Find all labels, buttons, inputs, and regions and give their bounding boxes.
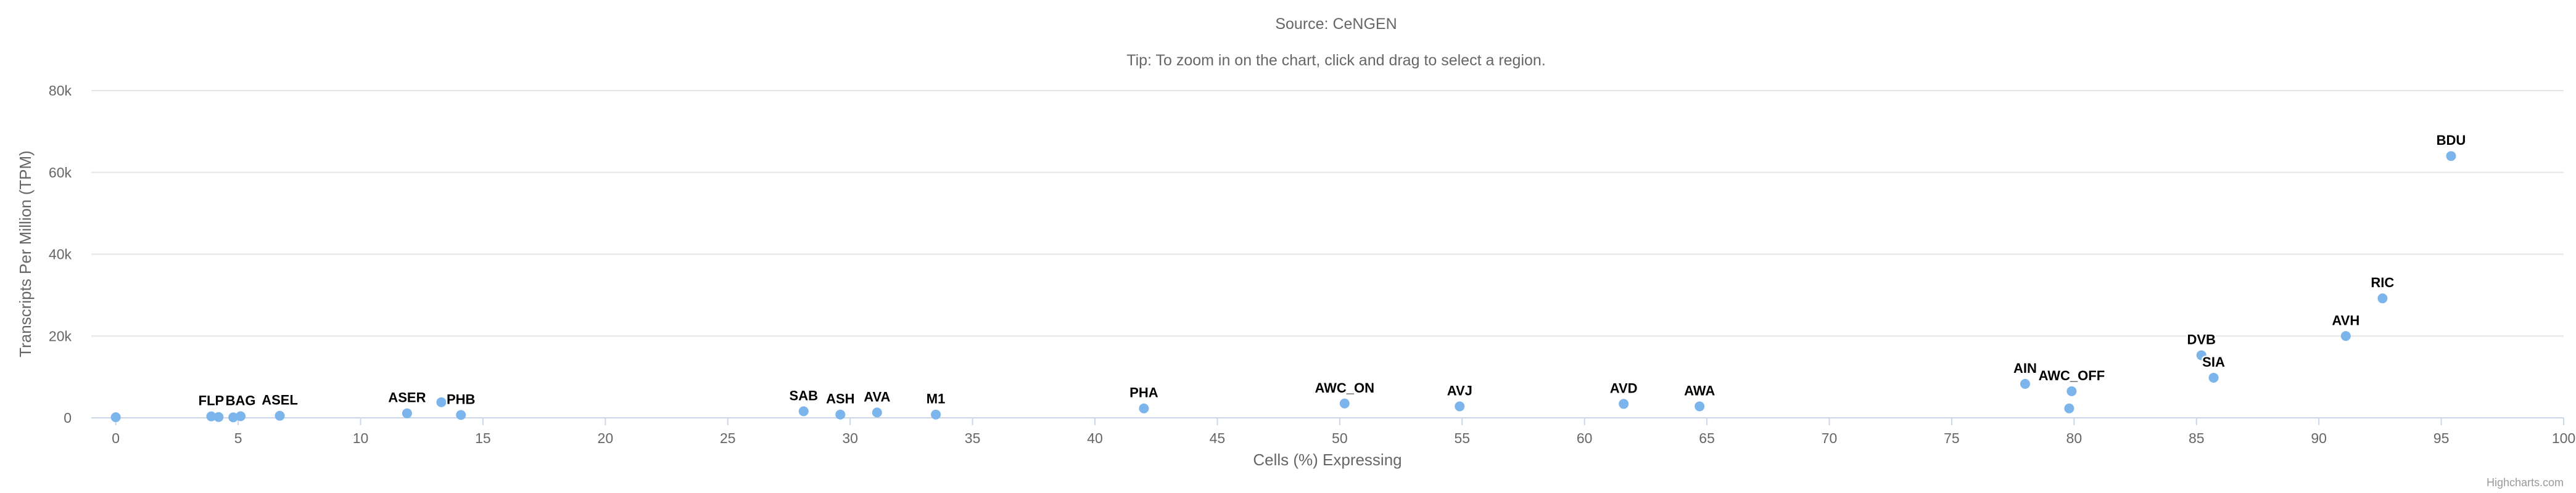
data-label: AIN bbox=[2013, 361, 2037, 376]
y-axis-ticks: 0 20k 40k 60k 80k bbox=[49, 83, 72, 426]
x-tick-label: 95 bbox=[2434, 430, 2450, 446]
data-point[interactable] bbox=[402, 408, 412, 418]
data-point[interactable] bbox=[2377, 293, 2388, 304]
data-label: AWC_ON bbox=[1315, 380, 1374, 396]
data-points[interactable] bbox=[110, 151, 2456, 423]
x-tick-label: 30 bbox=[842, 430, 858, 446]
grid-lines bbox=[91, 90, 2564, 337]
data-label: ASER bbox=[388, 390, 426, 405]
data-point[interactable] bbox=[2020, 378, 2030, 389]
x-tick-label: 80 bbox=[2066, 430, 2083, 446]
data-point[interactable] bbox=[2446, 151, 2456, 161]
x-tick-label: 0 bbox=[112, 430, 120, 446]
y-axis-title: Transcripts Per Million (TPM) bbox=[16, 150, 35, 357]
data-point[interactable] bbox=[2066, 386, 2077, 396]
chart-subtitle-tip: Tip: To zoom in on the chart, click and … bbox=[1126, 52, 1546, 69]
data-point[interactable] bbox=[1455, 401, 1465, 412]
y-tick-label: 40k bbox=[49, 246, 72, 263]
x-tick-label: 90 bbox=[2311, 430, 2327, 446]
x-tick-label: 35 bbox=[965, 430, 981, 446]
data-point[interactable] bbox=[206, 411, 217, 422]
x-tick-label: 15 bbox=[475, 430, 491, 446]
y-tick-label: 60k bbox=[49, 165, 72, 181]
y-tick-label: 20k bbox=[49, 328, 72, 344]
data-label: BAG bbox=[226, 393, 256, 408]
data-label: FLP bbox=[199, 393, 225, 409]
data-label: DVB bbox=[2187, 332, 2215, 347]
data-point[interactable] bbox=[2208, 372, 2219, 383]
data-point[interactable] bbox=[798, 406, 809, 417]
data-point[interactable] bbox=[436, 397, 447, 407]
x-tick-label: 50 bbox=[1332, 430, 1348, 446]
x-tick-label: 20 bbox=[598, 430, 614, 446]
x-tick-label: 5 bbox=[234, 430, 242, 446]
x-tick-label: 55 bbox=[1454, 430, 1470, 446]
x-tick-label: 45 bbox=[1210, 430, 1226, 446]
data-point[interactable] bbox=[213, 412, 224, 422]
data-label: AVD bbox=[1610, 380, 1638, 396]
data-point[interactable] bbox=[835, 409, 846, 420]
data-label: AVH bbox=[2332, 312, 2359, 328]
credits[interactable]: Highcharts.com bbox=[2487, 476, 2564, 489]
x-tick-label: 75 bbox=[1944, 430, 1960, 446]
data-label: AWA bbox=[1684, 383, 1715, 398]
data-label: RIC bbox=[2371, 275, 2394, 290]
data-point[interactable] bbox=[1695, 401, 1705, 412]
data-point[interactable] bbox=[872, 407, 882, 418]
x-tick-label: 40 bbox=[1087, 430, 1103, 446]
data-label: PHA bbox=[1129, 385, 1158, 401]
data-point[interactable] bbox=[1139, 403, 1149, 414]
data-label: SAB bbox=[790, 388, 818, 403]
data-point[interactable] bbox=[2064, 403, 2074, 414]
data-point[interactable] bbox=[2340, 331, 2351, 341]
data-label: AVA bbox=[864, 389, 890, 404]
data-point[interactable] bbox=[456, 410, 466, 420]
data-label: SIA bbox=[2202, 354, 2225, 370]
data-label: ASEL bbox=[262, 393, 298, 408]
data-label: ASH bbox=[826, 391, 854, 407]
data-point[interactable] bbox=[931, 409, 941, 420]
x-tick-label: 100 bbox=[2552, 430, 2575, 446]
x-tick-label: 65 bbox=[1699, 430, 1715, 446]
data-label: BDU bbox=[2437, 132, 2466, 148]
data-label: AWC_OFF bbox=[2039, 368, 2105, 383]
x-axis-title: Cells (%) Expressing bbox=[1253, 450, 1402, 469]
y-tick-label: 80k bbox=[49, 83, 72, 99]
data-point[interactable] bbox=[236, 411, 246, 422]
data-labels: FLP BAG ASEL ASER PHB SAB ASH AVA M1 PHA AWC_ON AVJ… bbox=[197, 131, 2467, 410]
x-tick-label: 70 bbox=[1822, 430, 1838, 446]
data-point[interactable] bbox=[110, 412, 121, 423]
x-tick-label: 85 bbox=[2189, 430, 2205, 446]
data-label: PHB bbox=[447, 391, 475, 407]
data-point[interactable] bbox=[228, 412, 239, 423]
data-label: M1 bbox=[927, 391, 946, 407]
x-tick-label: 25 bbox=[720, 430, 736, 446]
data-point[interactable] bbox=[1619, 399, 1629, 409]
data-point[interactable] bbox=[1339, 398, 1350, 409]
data-point[interactable] bbox=[2196, 350, 2207, 361]
chart-subtitle-source: Source: CeNGEN bbox=[1275, 15, 1397, 33]
x-tick-label: 10 bbox=[353, 430, 369, 446]
data-point[interactable] bbox=[275, 410, 285, 421]
x-tick-label: 60 bbox=[1577, 430, 1593, 446]
x-axis-ticks: 0 5 10 15 20 25 30 35 40 45 50 55 60 65 70 75 80 85 90 95 10… bbox=[112, 418, 2575, 446]
data-label: AVJ bbox=[1447, 383, 1472, 398]
y-tick-label: 0 bbox=[64, 410, 72, 426]
